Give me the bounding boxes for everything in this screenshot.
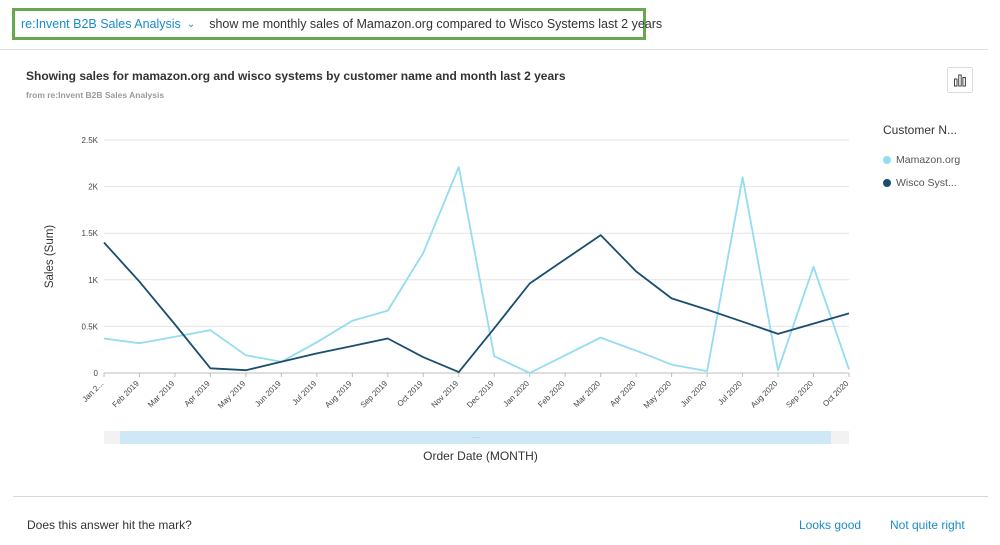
x-tick-label: Oct 2019: [395, 379, 425, 409]
query-bar[interactable]: re:Invent B2B Sales Analysis ⌄ show me m…: [12, 8, 662, 40]
x-tick-label: Apr 2019: [183, 379, 213, 409]
x-tick-label: Jan 2020: [501, 379, 531, 409]
line-chart: 0 0.5K 1K 1.5K 2K 2.5K Jan 2... Feb 2019 Mar 201…: [44, 136, 851, 463]
legend-dot-wisco: [883, 179, 891, 187]
legend-dot-mamazon: [883, 156, 891, 164]
series-line-mamazon: [103, 166, 850, 374]
visual-type-button[interactable]: [947, 67, 973, 93]
x-axis-title: Order Date (MONTH): [423, 449, 538, 463]
bottom-divider: [13, 496, 988, 497]
chevron-down-icon[interactable]: ⌄: [186, 18, 196, 30]
x-tick-label: Oct 2020: [821, 379, 851, 409]
y-tick-label: 0: [94, 369, 99, 378]
bar-chart-icon: [954, 74, 966, 87]
y-tick-label: 1.5K: [82, 229, 99, 238]
x-tick-label: Feb 2020: [536, 379, 567, 410]
x-tick-label: Mar 2020: [572, 379, 603, 410]
x-tick-label: Aug 2019: [323, 379, 354, 410]
top-divider: [0, 49, 988, 50]
x-tick-label: May 2020: [642, 379, 674, 411]
legend-title: Customer N...: [883, 123, 958, 137]
x-tick-label: Jul 2020: [716, 379, 744, 407]
y-tick-label: 0.5K: [82, 322, 99, 331]
topic-label: re:Invent B2B Sales Analysis: [21, 17, 181, 31]
x-tick-label: Aug 2020: [749, 379, 780, 410]
legend-item-wisco[interactable]: Wisco Syst...: [883, 177, 957, 189]
y-tick-label: 2.5K: [82, 136, 99, 145]
looks-good-link[interactable]: Looks good: [799, 518, 862, 532]
query-text[interactable]: show me monthly sales of Mamazon.org com…: [209, 17, 663, 31]
x-tick-label: Mar 2019: [146, 379, 177, 410]
x-tick-label: Dec 2019: [465, 379, 496, 410]
x-tick-label: Jun 2019: [253, 379, 283, 409]
visual-subtitle: from re:Invent B2B Sales Analysis: [26, 90, 165, 100]
x-tick-label: Feb 2019: [111, 379, 142, 410]
x-tick-label: May 2019: [216, 379, 248, 411]
x-tick-label: Sep 2020: [784, 379, 815, 410]
x-tick-label: Nov 2019: [430, 379, 461, 410]
x-tick-label: Apr 2020: [608, 379, 638, 409]
series-line-wisco: [103, 234, 850, 374]
y-tick-label: 2K: [88, 183, 98, 192]
x-tick-label: Jun 2020: [679, 379, 709, 409]
x-tick-label: Jan 2...: [80, 379, 105, 404]
not-quite-right-link[interactable]: Not quite right: [890, 518, 965, 532]
y-tick-label: 1K: [88, 276, 98, 285]
x-tick-label: Jul 2019: [291, 379, 319, 407]
legend-label: Wisco Syst...: [896, 177, 957, 189]
legend-item-mamazon[interactable]: Mamazon.org: [883, 154, 960, 166]
visual-title: Showing sales for mamazon.org and wisco …: [26, 69, 566, 83]
x-tick-label: Sep 2019: [359, 379, 390, 410]
legend-label: Mamazon.org: [896, 154, 961, 166]
feedback-question: Does this answer hit the mark?: [27, 518, 192, 532]
topic-select[interactable]: re:Invent B2B Sales Analysis ⌄: [21, 17, 195, 31]
y-axis-title: Sales (Sum): [44, 225, 56, 288]
